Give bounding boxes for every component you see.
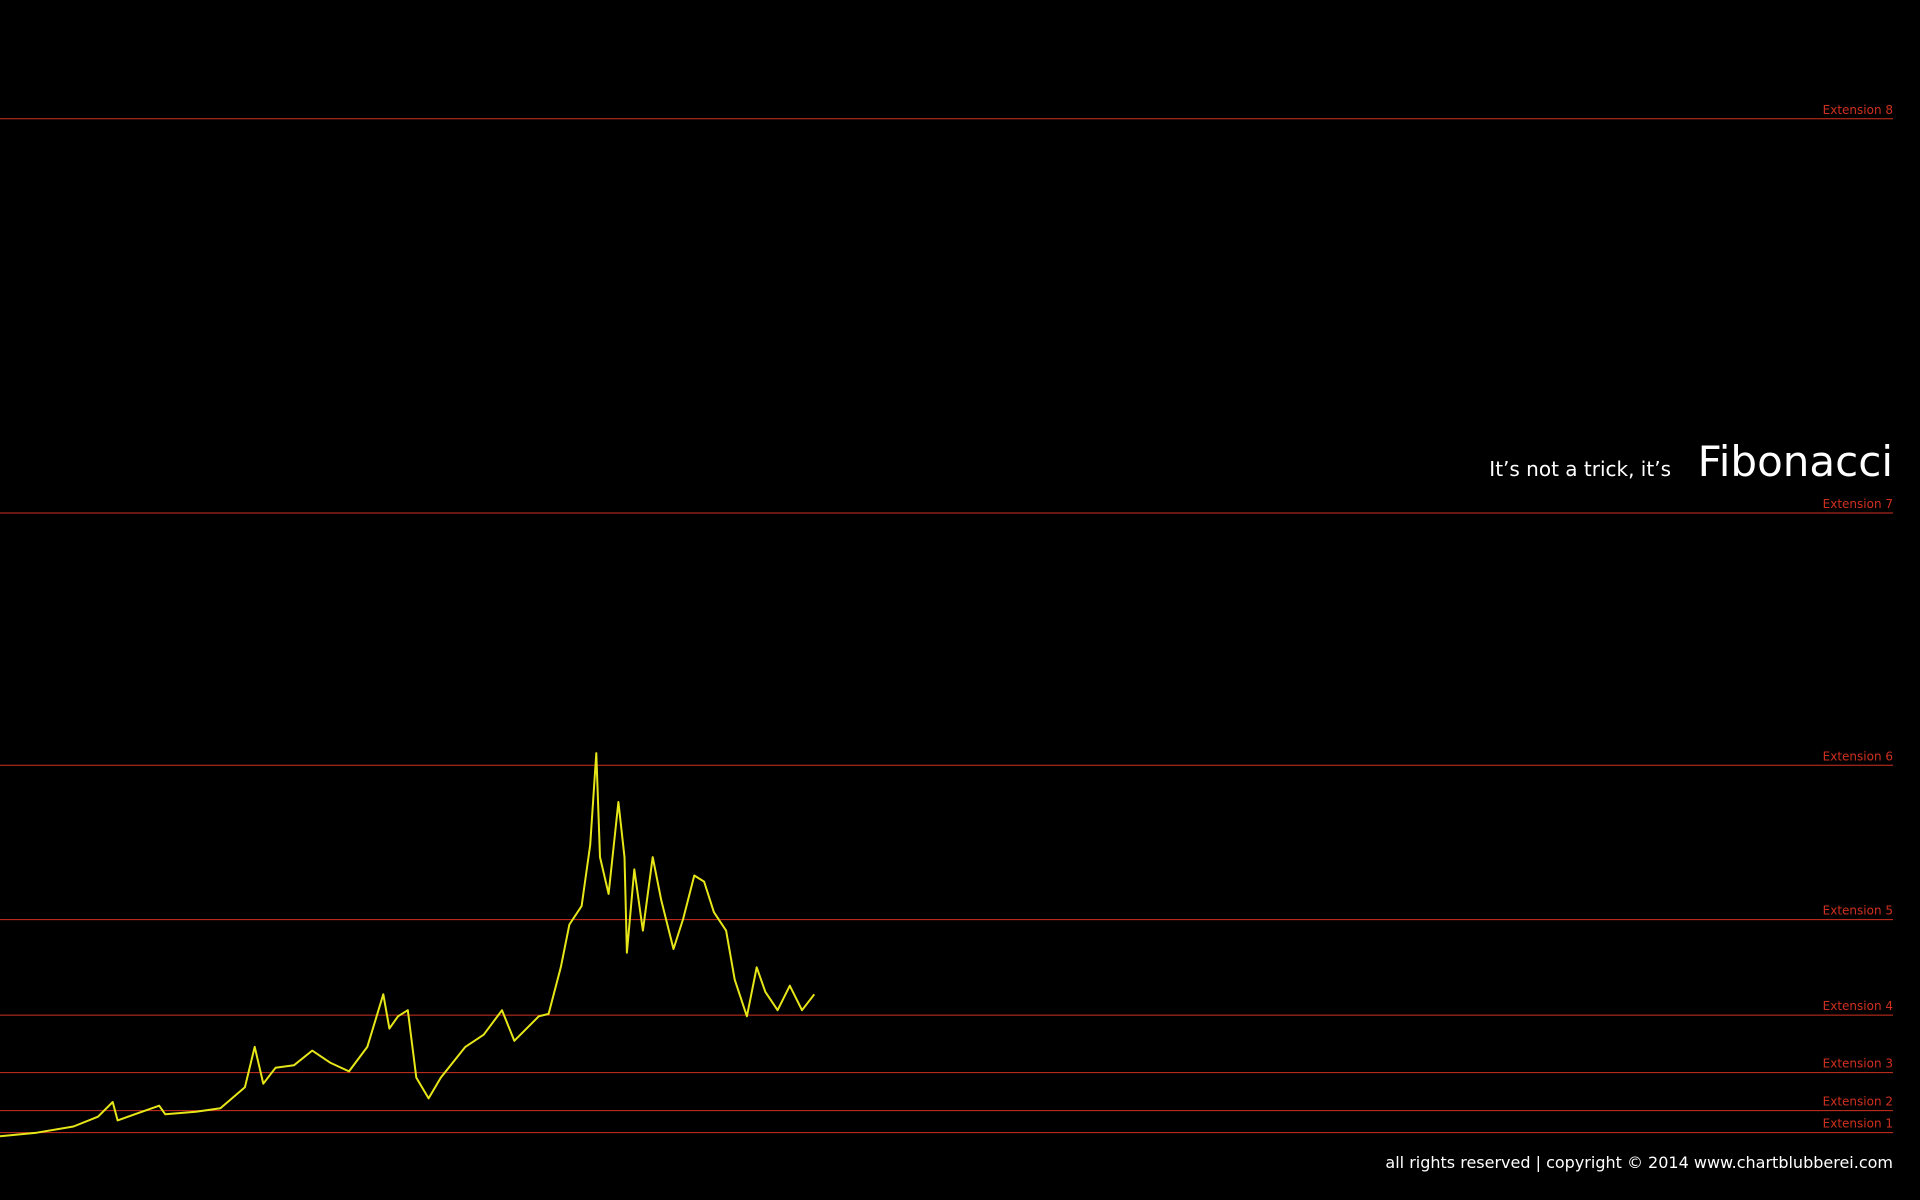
extension-label: Extension 8 — [1823, 103, 1893, 117]
extension-label: Extension 2 — [1823, 1095, 1893, 1109]
extension-label: Extension 6 — [1823, 749, 1893, 763]
extension-label: Extension 4 — [1823, 999, 1893, 1013]
extension-label: Extension 3 — [1823, 1057, 1893, 1071]
subtitle: It’s not a trick, it’s — [1489, 457, 1671, 481]
extension-label: Extension 1 — [1823, 1117, 1893, 1131]
extension-label: Extension 5 — [1823, 904, 1893, 918]
extension-label: Extension 7 — [1823, 497, 1893, 511]
footer: all rights reserved | copyright © 2014 w… — [1385, 1153, 1893, 1172]
price-line — [0, 752, 816, 1138]
chart-title: Fibonacci — [1698, 437, 1893, 486]
